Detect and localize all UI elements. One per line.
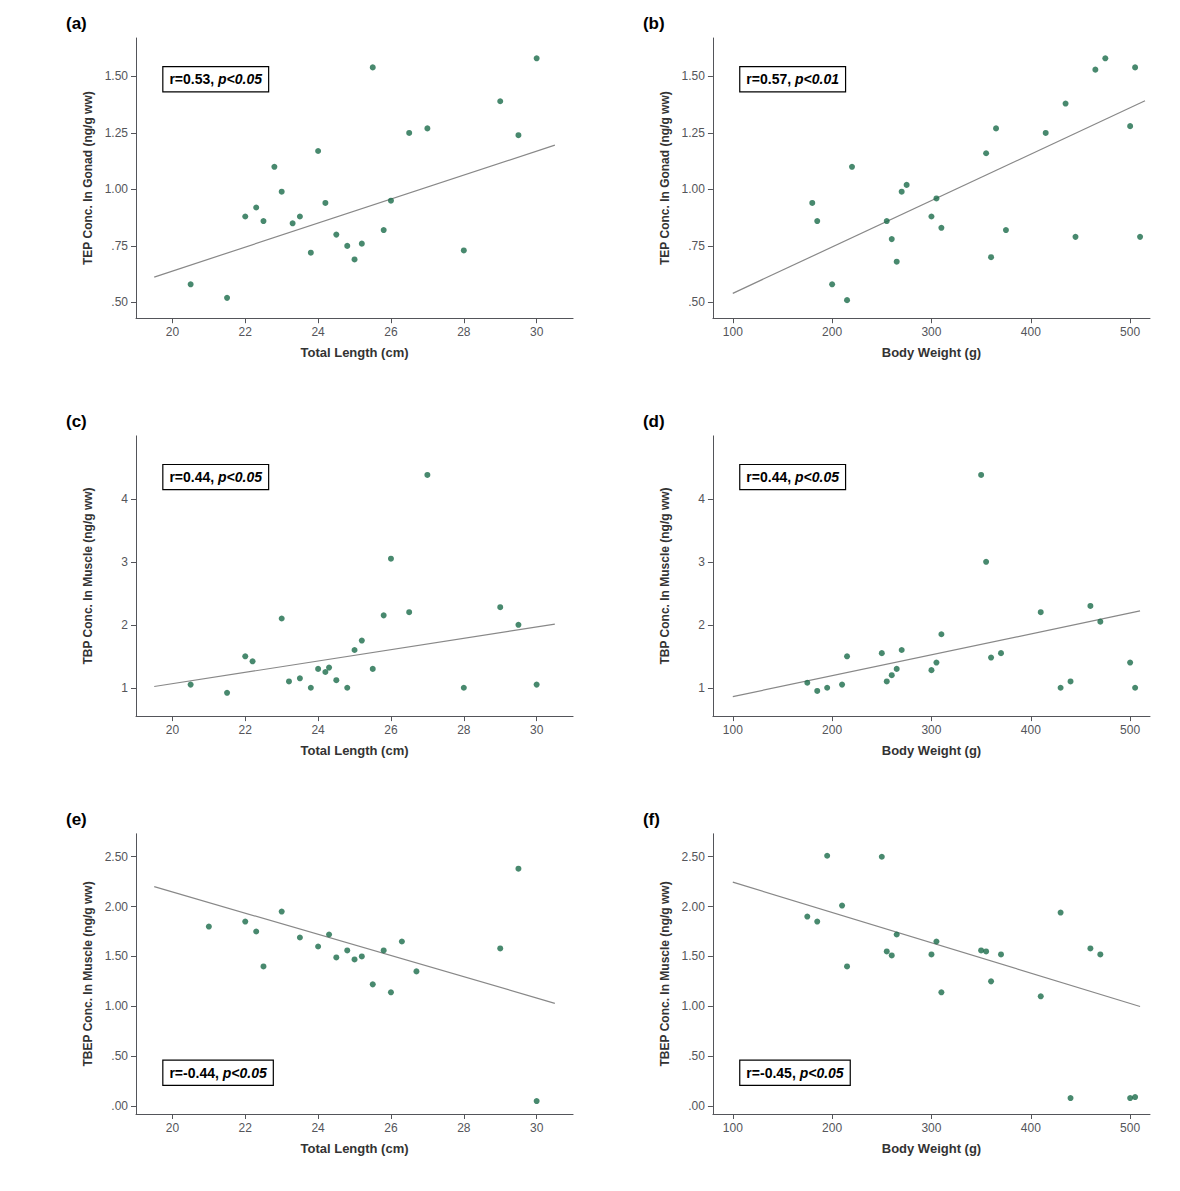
svg-text:TBP Conc. In Muscle (ng/g ww): TBP Conc. In Muscle (ng/g ww) bbox=[81, 487, 95, 664]
svg-text:Body Weight (g): Body Weight (g) bbox=[882, 743, 981, 758]
svg-text:500: 500 bbox=[1120, 325, 1140, 339]
svg-text:(d): (d) bbox=[643, 412, 665, 431]
svg-text:30: 30 bbox=[530, 1121, 544, 1135]
svg-text:1: 1 bbox=[121, 681, 128, 695]
svg-text:.75: .75 bbox=[111, 239, 128, 253]
svg-text:22: 22 bbox=[239, 1121, 253, 1135]
svg-text:Body Weight (g): Body Weight (g) bbox=[882, 1141, 981, 1156]
svg-text:r=-0.44,: r=-0.44, bbox=[169, 1065, 222, 1081]
svg-text:26: 26 bbox=[384, 325, 398, 339]
svg-text:r=-0.45,: r=-0.45, bbox=[746, 1065, 799, 1081]
svg-text:1.00: 1.00 bbox=[682, 999, 706, 1013]
svg-text:30: 30 bbox=[530, 723, 544, 737]
svg-text:p<0.05: p<0.05 bbox=[799, 1065, 844, 1081]
svg-text:4: 4 bbox=[698, 492, 705, 506]
svg-text:100: 100 bbox=[723, 723, 743, 737]
svg-text:100: 100 bbox=[723, 325, 743, 339]
svg-text:1.00: 1.00 bbox=[105, 182, 129, 196]
svg-text:300: 300 bbox=[921, 723, 941, 737]
svg-text:500: 500 bbox=[1120, 1121, 1140, 1135]
svg-text:24: 24 bbox=[311, 325, 325, 339]
svg-text:28: 28 bbox=[457, 1121, 471, 1135]
svg-text:.50: .50 bbox=[111, 1049, 128, 1063]
svg-text:1.00: 1.00 bbox=[105, 999, 129, 1013]
svg-text:400: 400 bbox=[1021, 723, 1041, 737]
svg-text:1.25: 1.25 bbox=[682, 126, 706, 140]
svg-text:1.00: 1.00 bbox=[682, 182, 706, 196]
svg-text:2.00: 2.00 bbox=[105, 900, 129, 914]
svg-text:1.50: 1.50 bbox=[682, 949, 706, 963]
svg-text:Total Length (cm): Total Length (cm) bbox=[300, 1141, 408, 1156]
svg-text:(f): (f) bbox=[643, 810, 660, 829]
svg-text:1.25: 1.25 bbox=[105, 126, 129, 140]
svg-text:(a): (a) bbox=[66, 14, 87, 33]
svg-text:400: 400 bbox=[1021, 1121, 1041, 1135]
svg-text:200: 200 bbox=[822, 325, 842, 339]
svg-text:TBP Conc. In Muscle (ng/g ww): TBP Conc. In Muscle (ng/g ww) bbox=[658, 487, 672, 664]
svg-text:(e): (e) bbox=[66, 810, 87, 829]
svg-text:r=0.44,: r=0.44, bbox=[169, 469, 218, 485]
svg-text:200: 200 bbox=[822, 1121, 842, 1135]
svg-text:300: 300 bbox=[921, 1121, 941, 1135]
svg-text:2.50: 2.50 bbox=[105, 850, 129, 864]
svg-text:TBEP Conc. In Muscle (ng/g ww): TBEP Conc. In Muscle (ng/g ww) bbox=[81, 881, 95, 1066]
svg-text:Total Length (cm): Total Length (cm) bbox=[300, 345, 408, 360]
svg-text:2.50: 2.50 bbox=[682, 850, 706, 864]
svg-text:p<0.05: p<0.05 bbox=[217, 71, 262, 87]
svg-text:4: 4 bbox=[121, 492, 128, 506]
svg-text:p<0.05: p<0.05 bbox=[217, 469, 262, 485]
svg-text:r=0.44,: r=0.44, bbox=[746, 469, 795, 485]
svg-text:.50: .50 bbox=[688, 1049, 705, 1063]
svg-text:20: 20 bbox=[166, 325, 180, 339]
svg-text:28: 28 bbox=[457, 723, 471, 737]
svg-text:100: 100 bbox=[723, 1121, 743, 1135]
svg-text:Body Weight (g): Body Weight (g) bbox=[882, 345, 981, 360]
svg-text:3: 3 bbox=[121, 555, 128, 569]
svg-text:300: 300 bbox=[921, 325, 941, 339]
svg-text:22: 22 bbox=[239, 325, 253, 339]
svg-text:.00: .00 bbox=[111, 1099, 128, 1113]
svg-text:28: 28 bbox=[457, 325, 471, 339]
svg-text:24: 24 bbox=[311, 723, 325, 737]
svg-text:200: 200 bbox=[822, 723, 842, 737]
svg-text:1.50: 1.50 bbox=[105, 69, 129, 83]
svg-text:.50: .50 bbox=[688, 295, 705, 309]
svg-text:p<0.01: p<0.01 bbox=[794, 71, 839, 87]
svg-text:26: 26 bbox=[384, 723, 398, 737]
svg-text:20: 20 bbox=[166, 723, 180, 737]
svg-text:TBEP Conc. In Muscle (ng/g ww): TBEP Conc. In Muscle (ng/g ww) bbox=[658, 881, 672, 1066]
svg-text:TEP Conc. In Gonad (ng/g ww): TEP Conc. In Gonad (ng/g ww) bbox=[658, 91, 672, 265]
svg-text:22: 22 bbox=[239, 723, 253, 737]
svg-text:2.00: 2.00 bbox=[682, 900, 706, 914]
svg-text:400: 400 bbox=[1021, 325, 1041, 339]
svg-text:2: 2 bbox=[121, 618, 128, 632]
svg-text:500: 500 bbox=[1120, 723, 1140, 737]
svg-text:1.50: 1.50 bbox=[682, 69, 706, 83]
svg-text:.75: .75 bbox=[688, 239, 705, 253]
svg-text:1: 1 bbox=[698, 681, 705, 695]
svg-text:3: 3 bbox=[698, 555, 705, 569]
svg-text:2: 2 bbox=[698, 618, 705, 632]
svg-text:.00: .00 bbox=[688, 1099, 705, 1113]
svg-text:.50: .50 bbox=[111, 295, 128, 309]
svg-text:r=0.57,: r=0.57, bbox=[746, 71, 795, 87]
svg-text:20: 20 bbox=[166, 1121, 180, 1135]
svg-text:24: 24 bbox=[311, 1121, 325, 1135]
svg-text:30: 30 bbox=[530, 325, 544, 339]
svg-text:p<0.05: p<0.05 bbox=[794, 469, 839, 485]
svg-text:TEP Conc. In Gonad (ng/g ww): TEP Conc. In Gonad (ng/g ww) bbox=[81, 91, 95, 265]
svg-text:(b): (b) bbox=[643, 14, 665, 33]
svg-text:26: 26 bbox=[384, 1121, 398, 1135]
svg-text:Total Length (cm): Total Length (cm) bbox=[300, 743, 408, 758]
svg-text:r=0.53,: r=0.53, bbox=[169, 71, 218, 87]
svg-text:1.50: 1.50 bbox=[105, 949, 129, 963]
svg-text:p<0.05: p<0.05 bbox=[222, 1065, 267, 1081]
svg-text:(c): (c) bbox=[66, 412, 87, 431]
